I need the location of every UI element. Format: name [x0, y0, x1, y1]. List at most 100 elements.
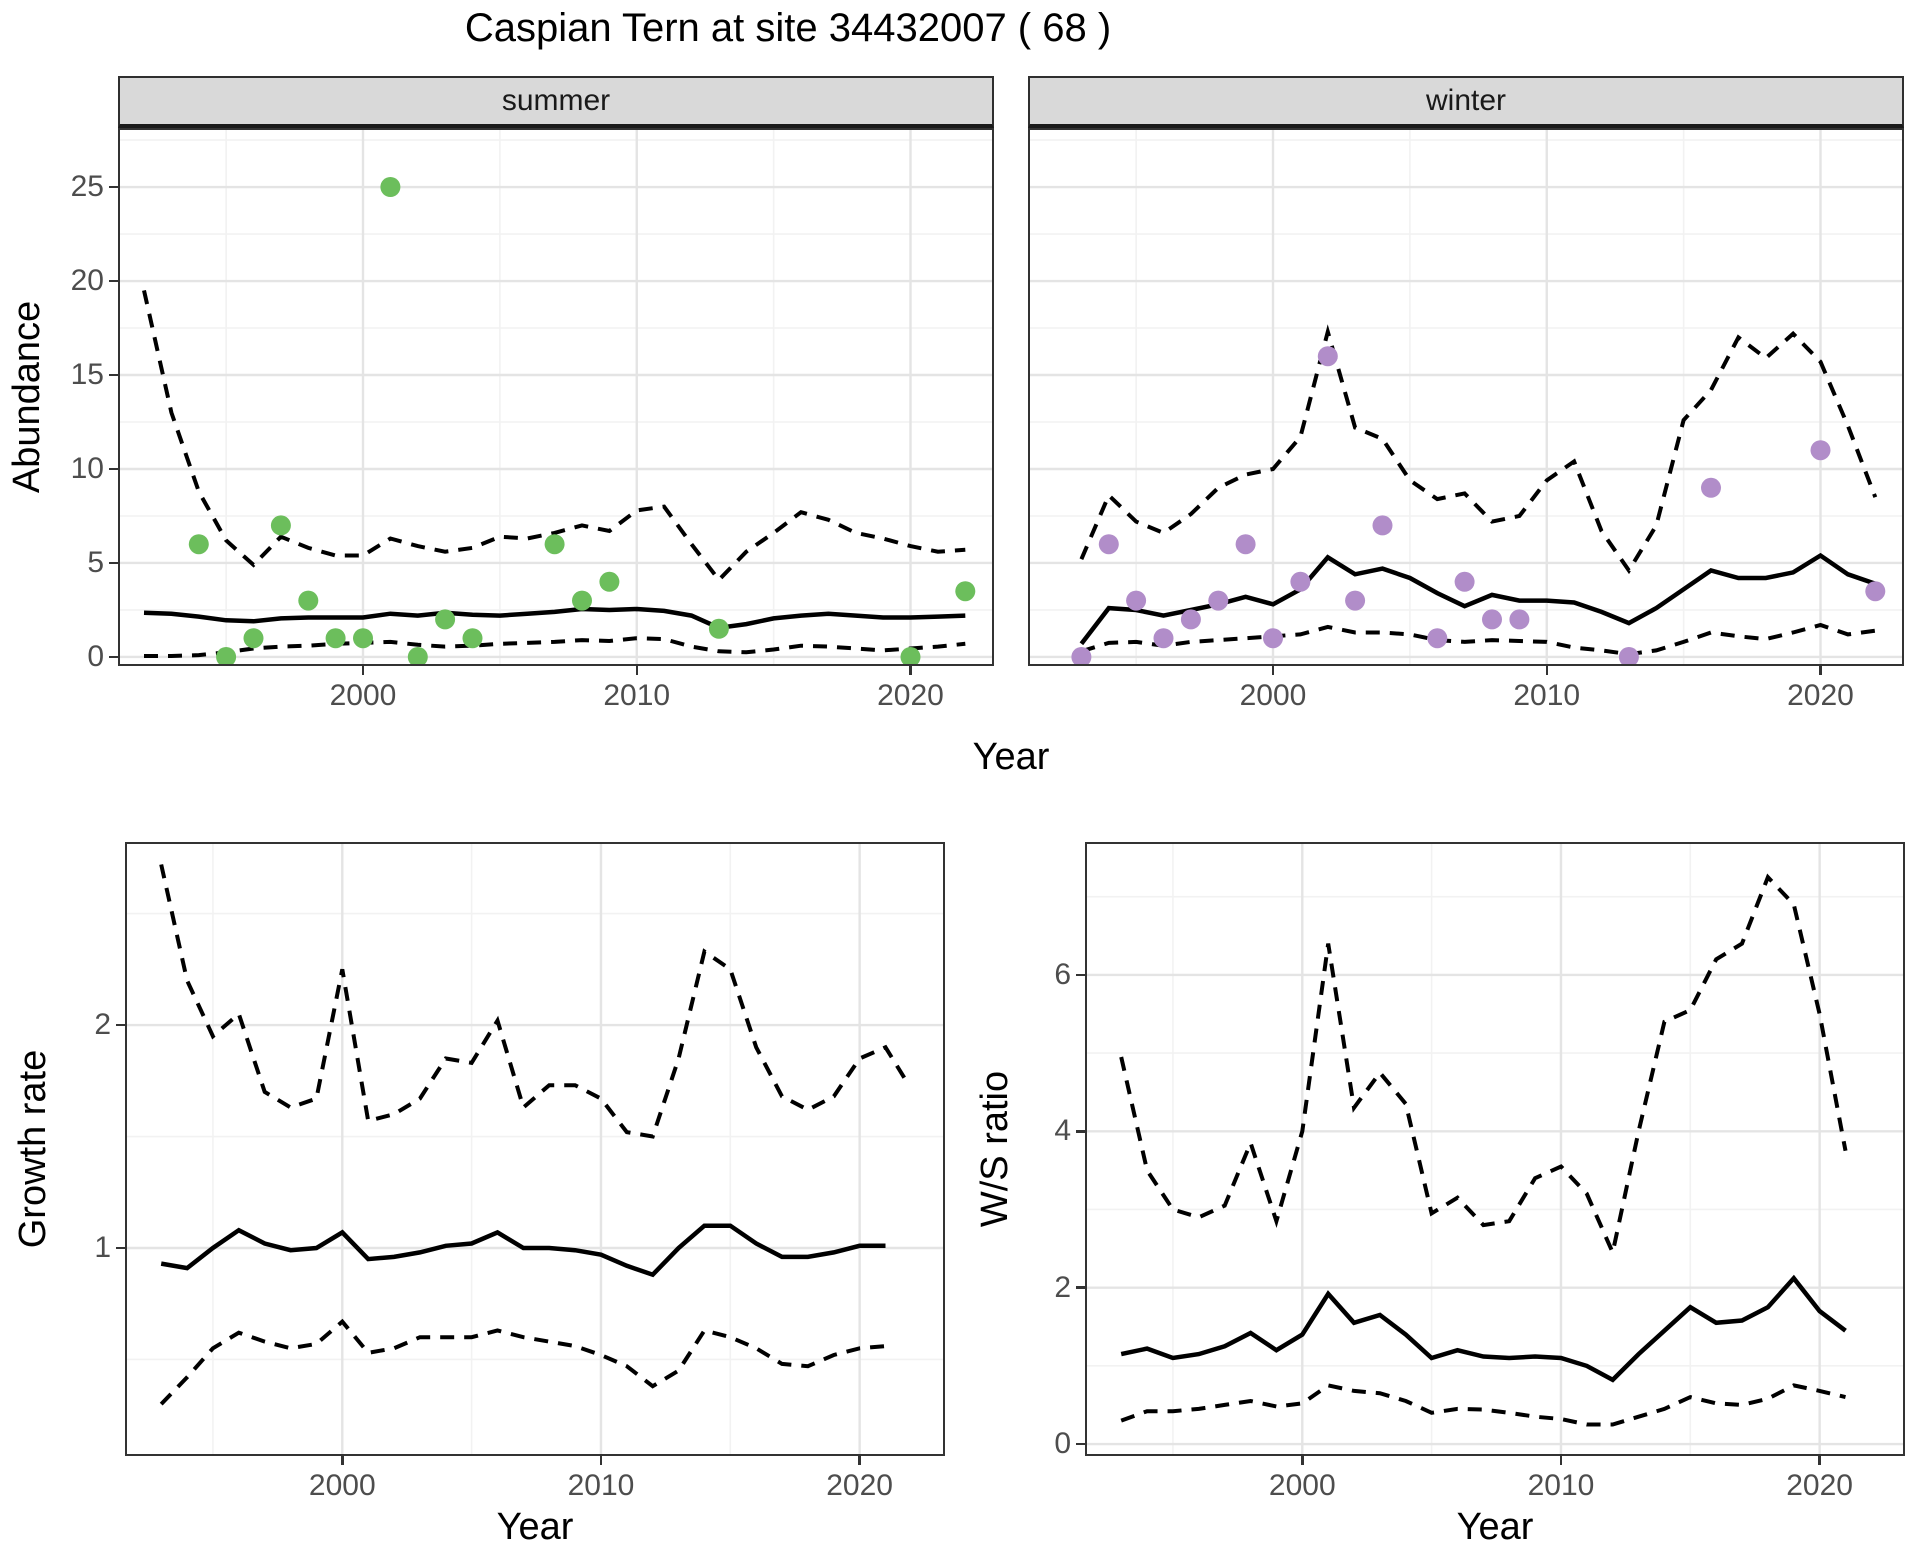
- x-axis-tick-mark: [858, 1456, 861, 1465]
- upper-ci-line: [1119, 873, 1848, 1259]
- facet-strip-winter-label: winter: [1425, 84, 1507, 117]
- y-axis-tick-label: 15: [70, 358, 104, 391]
- y-axis-tick-label: 25: [70, 170, 104, 204]
- lower-ci-line: [159, 1318, 886, 1406]
- y-axis-tick-label: 2: [1054, 1270, 1071, 1304]
- observation-point: [462, 628, 483, 649]
- observation-point: [380, 177, 401, 197]
- observation-point: [1153, 628, 1174, 649]
- observation-point: [599, 571, 620, 592]
- observation-point: [1098, 534, 1119, 555]
- observation-point: [1290, 571, 1311, 592]
- observation-point: [1372, 515, 1393, 536]
- facet-strip-summer-label: summer: [501, 84, 611, 117]
- lower-ci-line: [144, 636, 966, 658]
- abundance-axis-title: Abundance: [6, 300, 48, 494]
- y-axis-tick-mark: [1076, 1130, 1085, 1133]
- panel-abundance-summer: [118, 128, 994, 666]
- upper-ci-line: [1079, 324, 1878, 575]
- observation-point: [1427, 628, 1448, 649]
- x-axis-tick-mark: [635, 666, 638, 675]
- upper-ci-line: [142, 289, 966, 583]
- panel-border: [1028, 128, 1904, 666]
- observation-point: [1180, 609, 1201, 630]
- x-axis-tick-label: 2010: [1513, 679, 1581, 712]
- x-axis-tick-label: 2010: [1527, 1469, 1595, 1502]
- observation-point: [243, 628, 264, 649]
- observation-point: [1126, 590, 1147, 611]
- y-axis-tick-mark: [1076, 1286, 1085, 1289]
- observation-point: [435, 609, 456, 630]
- mean-line: [143, 606, 966, 631]
- observation-point: [1509, 609, 1530, 630]
- x-axis-tick-label: 2020: [1787, 679, 1854, 712]
- x-axis-tick-mark: [599, 1456, 603, 1465]
- y-axis-tick-label: 4: [1054, 1114, 1071, 1148]
- x-axis-tick-mark: [361, 666, 365, 675]
- observation-point: [1865, 581, 1886, 602]
- y-axis-tick-label: 5: [87, 545, 104, 579]
- observation-point: [1482, 609, 1502, 630]
- y-axis-tick-mark: [109, 561, 118, 565]
- observation-point: [270, 515, 291, 536]
- observation-point: [900, 647, 921, 666]
- x-axis-tick-label: 2000: [1268, 1469, 1336, 1502]
- y-axis-tick-label: 1: [94, 1230, 111, 1264]
- chart-title: Caspian Tern at site 34432007 ( 68 ): [464, 6, 1112, 50]
- observation-point: [1618, 647, 1639, 666]
- facet-strip-summer: summer: [118, 76, 994, 128]
- top-row-year-axis-title: Year: [972, 736, 1050, 778]
- observation-point: [1810, 440, 1831, 461]
- x-axis-tick-label: 2020: [826, 1469, 893, 1502]
- y-axis-tick-label: 6: [1054, 957, 1071, 991]
- y-axis-tick-mark: [116, 1023, 125, 1027]
- abundance-winter-plot: [1028, 128, 1904, 666]
- y-axis-tick-mark: [1076, 973, 1085, 977]
- growth-rate-plot: [125, 842, 945, 1456]
- lower-ci-line: [1120, 1383, 1846, 1427]
- y-axis-tick-label: 10: [70, 451, 104, 485]
- observation-point: [216, 647, 237, 666]
- x-axis-tick-mark: [1819, 666, 1822, 675]
- x-axis-tick-label: 2000: [308, 1469, 376, 1502]
- panel-abundance-winter: [1028, 128, 1904, 666]
- upper-ci-line: [159, 864, 908, 1139]
- observation-point: [955, 581, 976, 602]
- observation-point: [1071, 647, 1092, 666]
- observation-point: [1454, 571, 1475, 592]
- lower-ci-line: [1080, 622, 1876, 657]
- observation-point: [1701, 477, 1721, 498]
- x-axis-tick-label: 2000: [329, 679, 397, 712]
- mean-line: [160, 1223, 886, 1278]
- panel-border: [125, 842, 945, 1456]
- x-axis-tick-mark: [1545, 666, 1548, 675]
- y-axis-tick-label: 0: [87, 639, 104, 673]
- ws-ratio-plot: [1085, 842, 1905, 1456]
- y-axis-tick-label: 20: [70, 264, 104, 298]
- x-axis-tick-label: 2020: [877, 679, 944, 712]
- y-axis-tick-label: 0: [1054, 1427, 1071, 1461]
- observation-point: [572, 590, 592, 611]
- panel-border: [118, 128, 994, 666]
- panel-ws-ratio: [1085, 842, 1905, 1456]
- x-axis-tick-mark: [909, 666, 912, 675]
- ws-ratio-year-axis-title: Year: [1456, 1506, 1534, 1548]
- abundance-summer-plot: [118, 128, 994, 666]
- y-axis-tick-mark: [109, 279, 118, 283]
- x-axis-tick-mark: [1301, 1456, 1304, 1465]
- panel-growth-rate: [125, 842, 945, 1456]
- observation-point: [325, 628, 346, 649]
- growth-rate-year-axis-title: Year: [496, 1506, 574, 1548]
- x-axis-tick-mark: [341, 1456, 344, 1465]
- y-axis-tick-mark: [109, 467, 118, 471]
- observation-point: [1345, 590, 1366, 611]
- x-axis-tick-label: 2010: [603, 679, 671, 712]
- x-axis-tick-label: 2010: [567, 1469, 635, 1502]
- observation-point: [298, 590, 319, 611]
- observation-point: [1235, 534, 1256, 555]
- observation-point: [407, 647, 428, 666]
- x-axis-tick-mark: [1818, 1456, 1821, 1465]
- mean-line: [1079, 552, 1877, 646]
- panel-border: [1085, 842, 1905, 1456]
